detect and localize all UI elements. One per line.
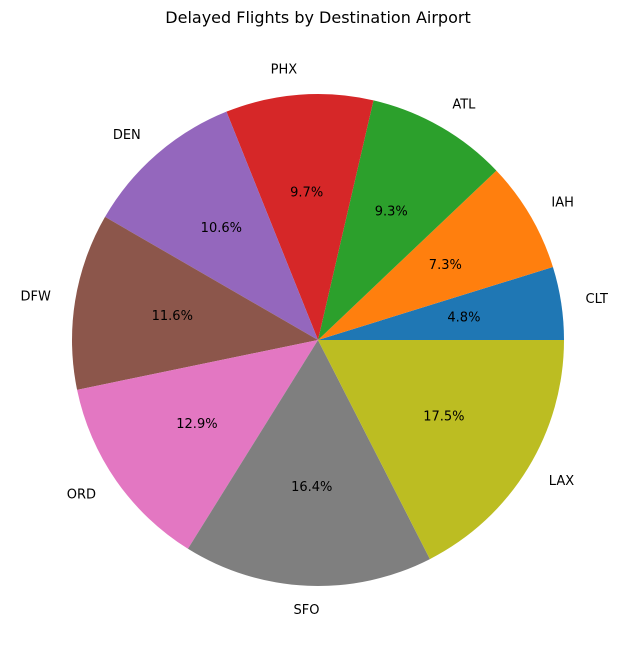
slice-label-ord: ORD [67, 487, 96, 502]
slice-percent-atl: 9.3% [375, 204, 408, 219]
slice-label-den: DEN [113, 128, 141, 143]
pie-slice-iah [318, 170, 553, 340]
slice-label-iah: IAH [551, 196, 574, 211]
slice-percent-phx: 9.7% [290, 185, 323, 200]
slice-label-lax: LAX [549, 474, 574, 489]
pie-slice-lax [318, 340, 564, 560]
pie-slice-clt [318, 266, 564, 340]
slice-label-clt: CLT [586, 292, 609, 307]
pie-slice-ord [77, 340, 318, 549]
slice-label-dfw: DFW [21, 289, 51, 304]
slice-percent-lax: 17.5% [423, 410, 464, 425]
slice-percent-ord: 12.9% [176, 417, 217, 432]
slice-percent-sfo: 16.4% [291, 480, 332, 495]
slice-percent-iah: 7.3% [429, 258, 462, 273]
chart-title: Delayed Flights by Destination Airport [165, 8, 471, 27]
slice-label-sfo: SFO [294, 603, 320, 618]
slice-label-phx: PHX [271, 63, 298, 78]
pie-slice-den [105, 111, 318, 340]
pie-slice-phx [226, 94, 374, 340]
slice-percent-clt: 4.8% [447, 310, 480, 325]
pie-slice-sfo [187, 340, 430, 586]
slice-percent-den: 10.6% [201, 221, 242, 236]
pie-slice-atl [318, 100, 497, 340]
slice-label-atl: ATL [452, 98, 476, 113]
slice-percent-dfw: 11.6% [152, 309, 193, 324]
pie-slice-dfw [71, 216, 318, 390]
